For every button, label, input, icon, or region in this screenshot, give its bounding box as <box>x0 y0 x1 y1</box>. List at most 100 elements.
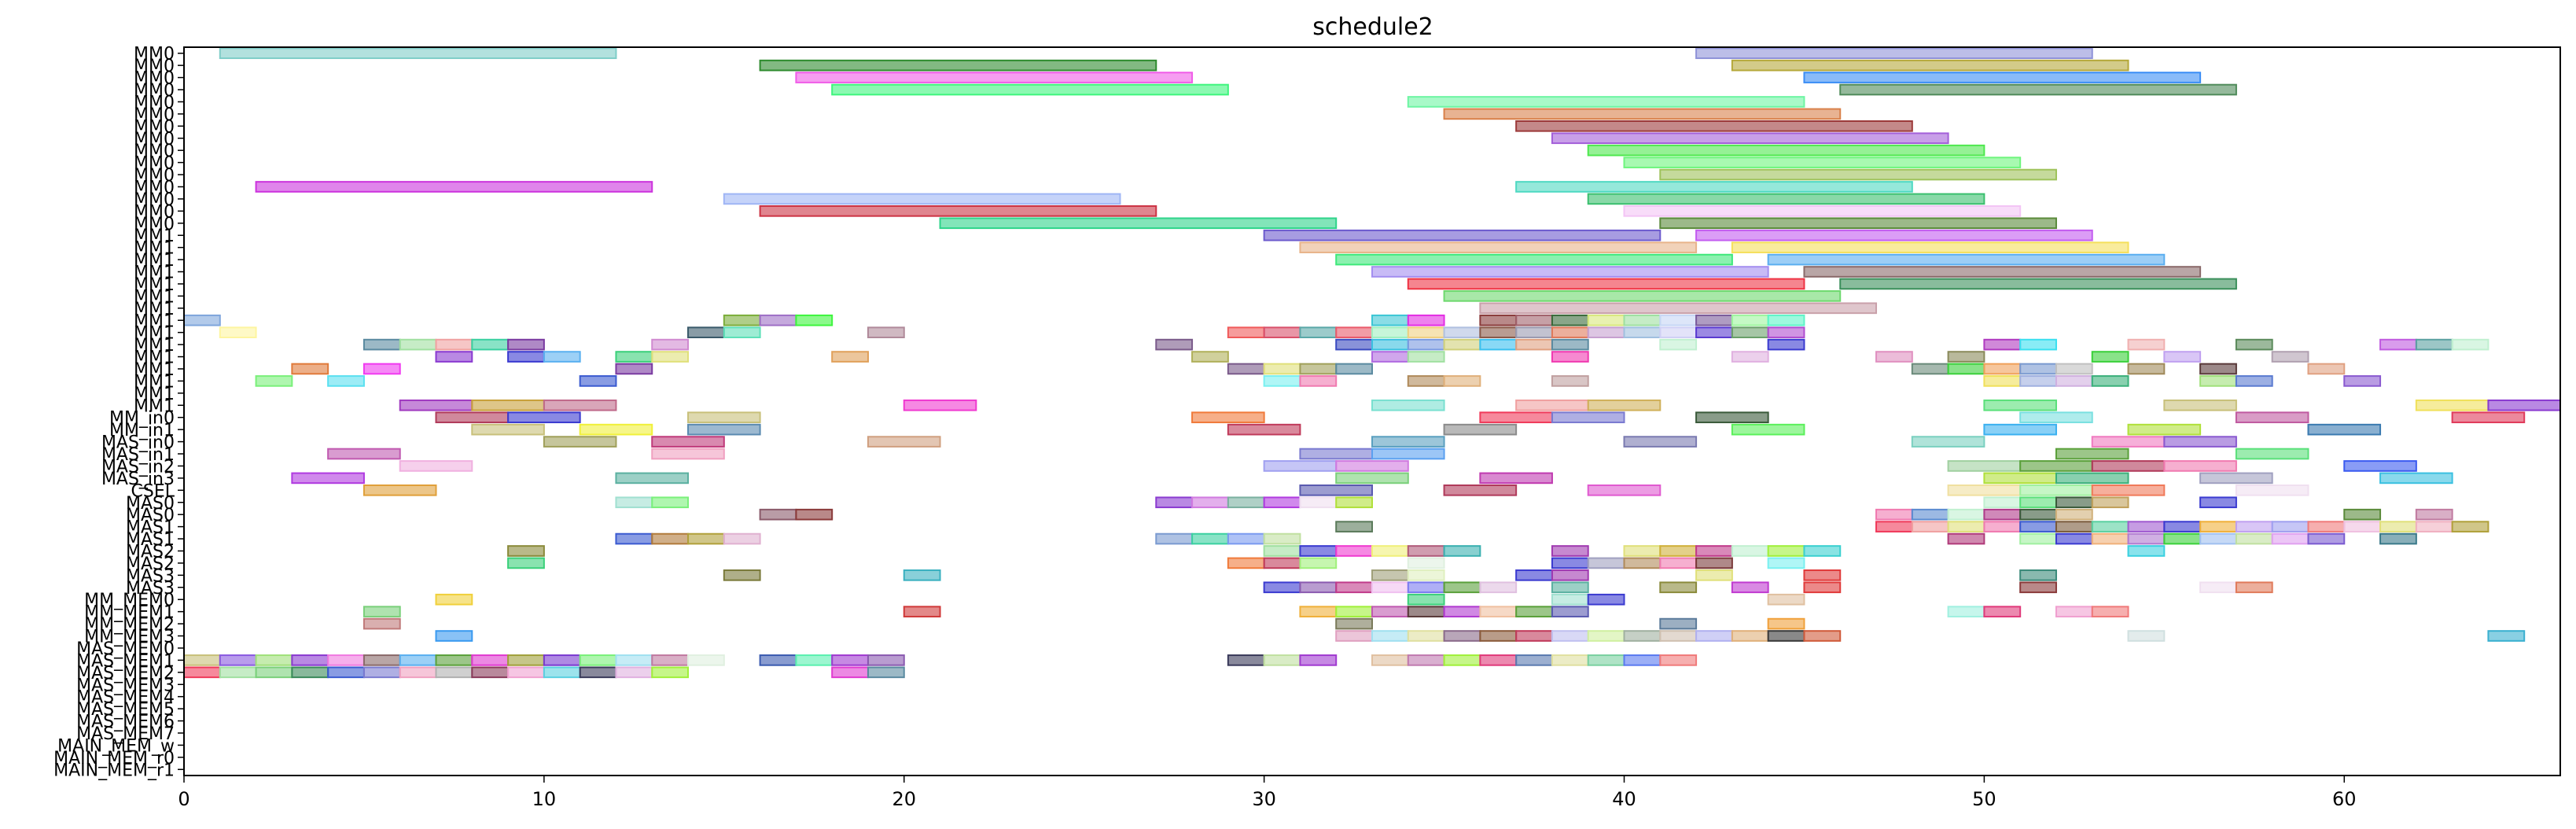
task-bar <box>2343 508 2382 521</box>
task-bar <box>2091 521 2129 532</box>
task-bar <box>1335 606 1374 617</box>
task-bar <box>219 654 257 666</box>
task-bar <box>1299 557 1338 569</box>
task-bar <box>2055 508 2093 521</box>
task-bar <box>435 338 473 351</box>
task-bar <box>1335 326 1374 339</box>
task-bar <box>1695 326 1733 339</box>
task-bar <box>507 351 545 363</box>
task-bar <box>759 59 1157 72</box>
task-bar <box>1875 351 1913 363</box>
task-bar <box>615 654 653 666</box>
task-bar <box>2163 351 2202 363</box>
task-bar <box>1407 351 1445 363</box>
task-bar <box>1551 375 1589 387</box>
task-bar <box>1731 314 1769 326</box>
task-bar <box>1479 654 1518 666</box>
y-tick-label: MAS_MEM2 <box>76 664 175 683</box>
task-bar <box>1947 351 1985 363</box>
y-tick-label: MM1 <box>134 385 175 404</box>
task-bar <box>2343 460 2417 472</box>
task-bar <box>1479 314 1518 326</box>
task-bar <box>1767 593 1805 606</box>
task-bar <box>2019 581 2057 594</box>
task-bar <box>1263 545 1301 557</box>
y-tick-label: MAS0 <box>126 494 175 514</box>
task-bar <box>1551 338 1589 351</box>
task-bar <box>1587 193 1985 205</box>
task-bars <box>183 47 2562 679</box>
y-tick-label: MM1 <box>134 372 175 392</box>
task-bar <box>1479 411 1553 424</box>
y-tick-label: MAS_MEM6 <box>76 713 175 732</box>
task-bar <box>1335 581 1374 594</box>
task-bar <box>723 569 761 581</box>
task-bar <box>2019 363 2057 375</box>
task-bar <box>2163 521 2202 532</box>
y-tick-label: MAIN_MEM_r0 <box>53 749 175 768</box>
task-bar <box>2091 436 2166 448</box>
task-bar <box>1623 557 1662 569</box>
task-bar <box>2415 399 2490 411</box>
task-bar <box>1299 581 1338 594</box>
y-tick-label: MAS_in2 <box>101 457 175 477</box>
task-bar <box>1443 630 1481 642</box>
task-bar <box>1659 217 2057 230</box>
task-bar <box>2019 484 2093 496</box>
task-bar <box>543 399 617 411</box>
task-bar <box>2055 532 2093 545</box>
task-bar <box>2127 521 2166 532</box>
task-bar <box>2019 496 2057 509</box>
task-bar <box>1947 532 1985 545</box>
task-bar <box>1767 617 1805 630</box>
task-bar <box>1335 630 1374 642</box>
task-bar <box>1191 351 1229 363</box>
task-bar <box>255 375 293 387</box>
task-bar <box>651 436 725 448</box>
task-bar <box>1767 545 1805 557</box>
task-bar <box>1623 157 2022 168</box>
x-tick-label: 20 <box>892 788 916 810</box>
task-bar <box>1695 557 1733 569</box>
task-bar <box>1299 326 1338 339</box>
task-bar <box>579 375 617 387</box>
task-bar <box>1443 545 1481 557</box>
task-bar <box>1587 326 1625 339</box>
task-bar <box>687 654 725 666</box>
task-bar <box>1623 545 1662 557</box>
x-tick-label: 30 <box>1252 788 1276 810</box>
task-bar <box>1371 581 1409 594</box>
task-bar <box>1371 630 1409 642</box>
task-bar <box>219 326 257 339</box>
task-bar <box>362 606 401 617</box>
task-bar <box>255 181 653 193</box>
task-bar <box>2019 460 2093 472</box>
task-bar <box>1227 496 1265 509</box>
task-bar <box>291 666 329 679</box>
task-bar <box>471 666 510 679</box>
task-bar <box>1515 654 1553 666</box>
task-bar <box>687 411 761 424</box>
y-tick-label: MM_MEM2 <box>84 615 175 635</box>
task-bar <box>399 666 437 679</box>
task-bar <box>1515 606 1553 617</box>
task-bar <box>1623 326 1662 339</box>
y-tick-label: MM1 <box>134 336 175 356</box>
y-tick-label: MM0 <box>134 117 175 137</box>
task-bar <box>1767 326 1805 339</box>
task-bar <box>543 351 581 363</box>
task-bar <box>2091 532 2129 545</box>
task-bar <box>795 508 834 521</box>
task-bar <box>362 484 437 496</box>
task-bar <box>1299 375 1338 387</box>
task-bar <box>759 654 797 666</box>
task-bar <box>1731 630 1769 642</box>
task-bar <box>1731 326 1769 339</box>
task-bar <box>1263 375 1301 387</box>
task-bar <box>2127 423 2202 436</box>
y-tick-label: MM0 <box>134 202 175 222</box>
task-bar <box>2271 351 2309 363</box>
task-bar <box>1875 521 1913 532</box>
task-bar <box>1155 532 1194 545</box>
